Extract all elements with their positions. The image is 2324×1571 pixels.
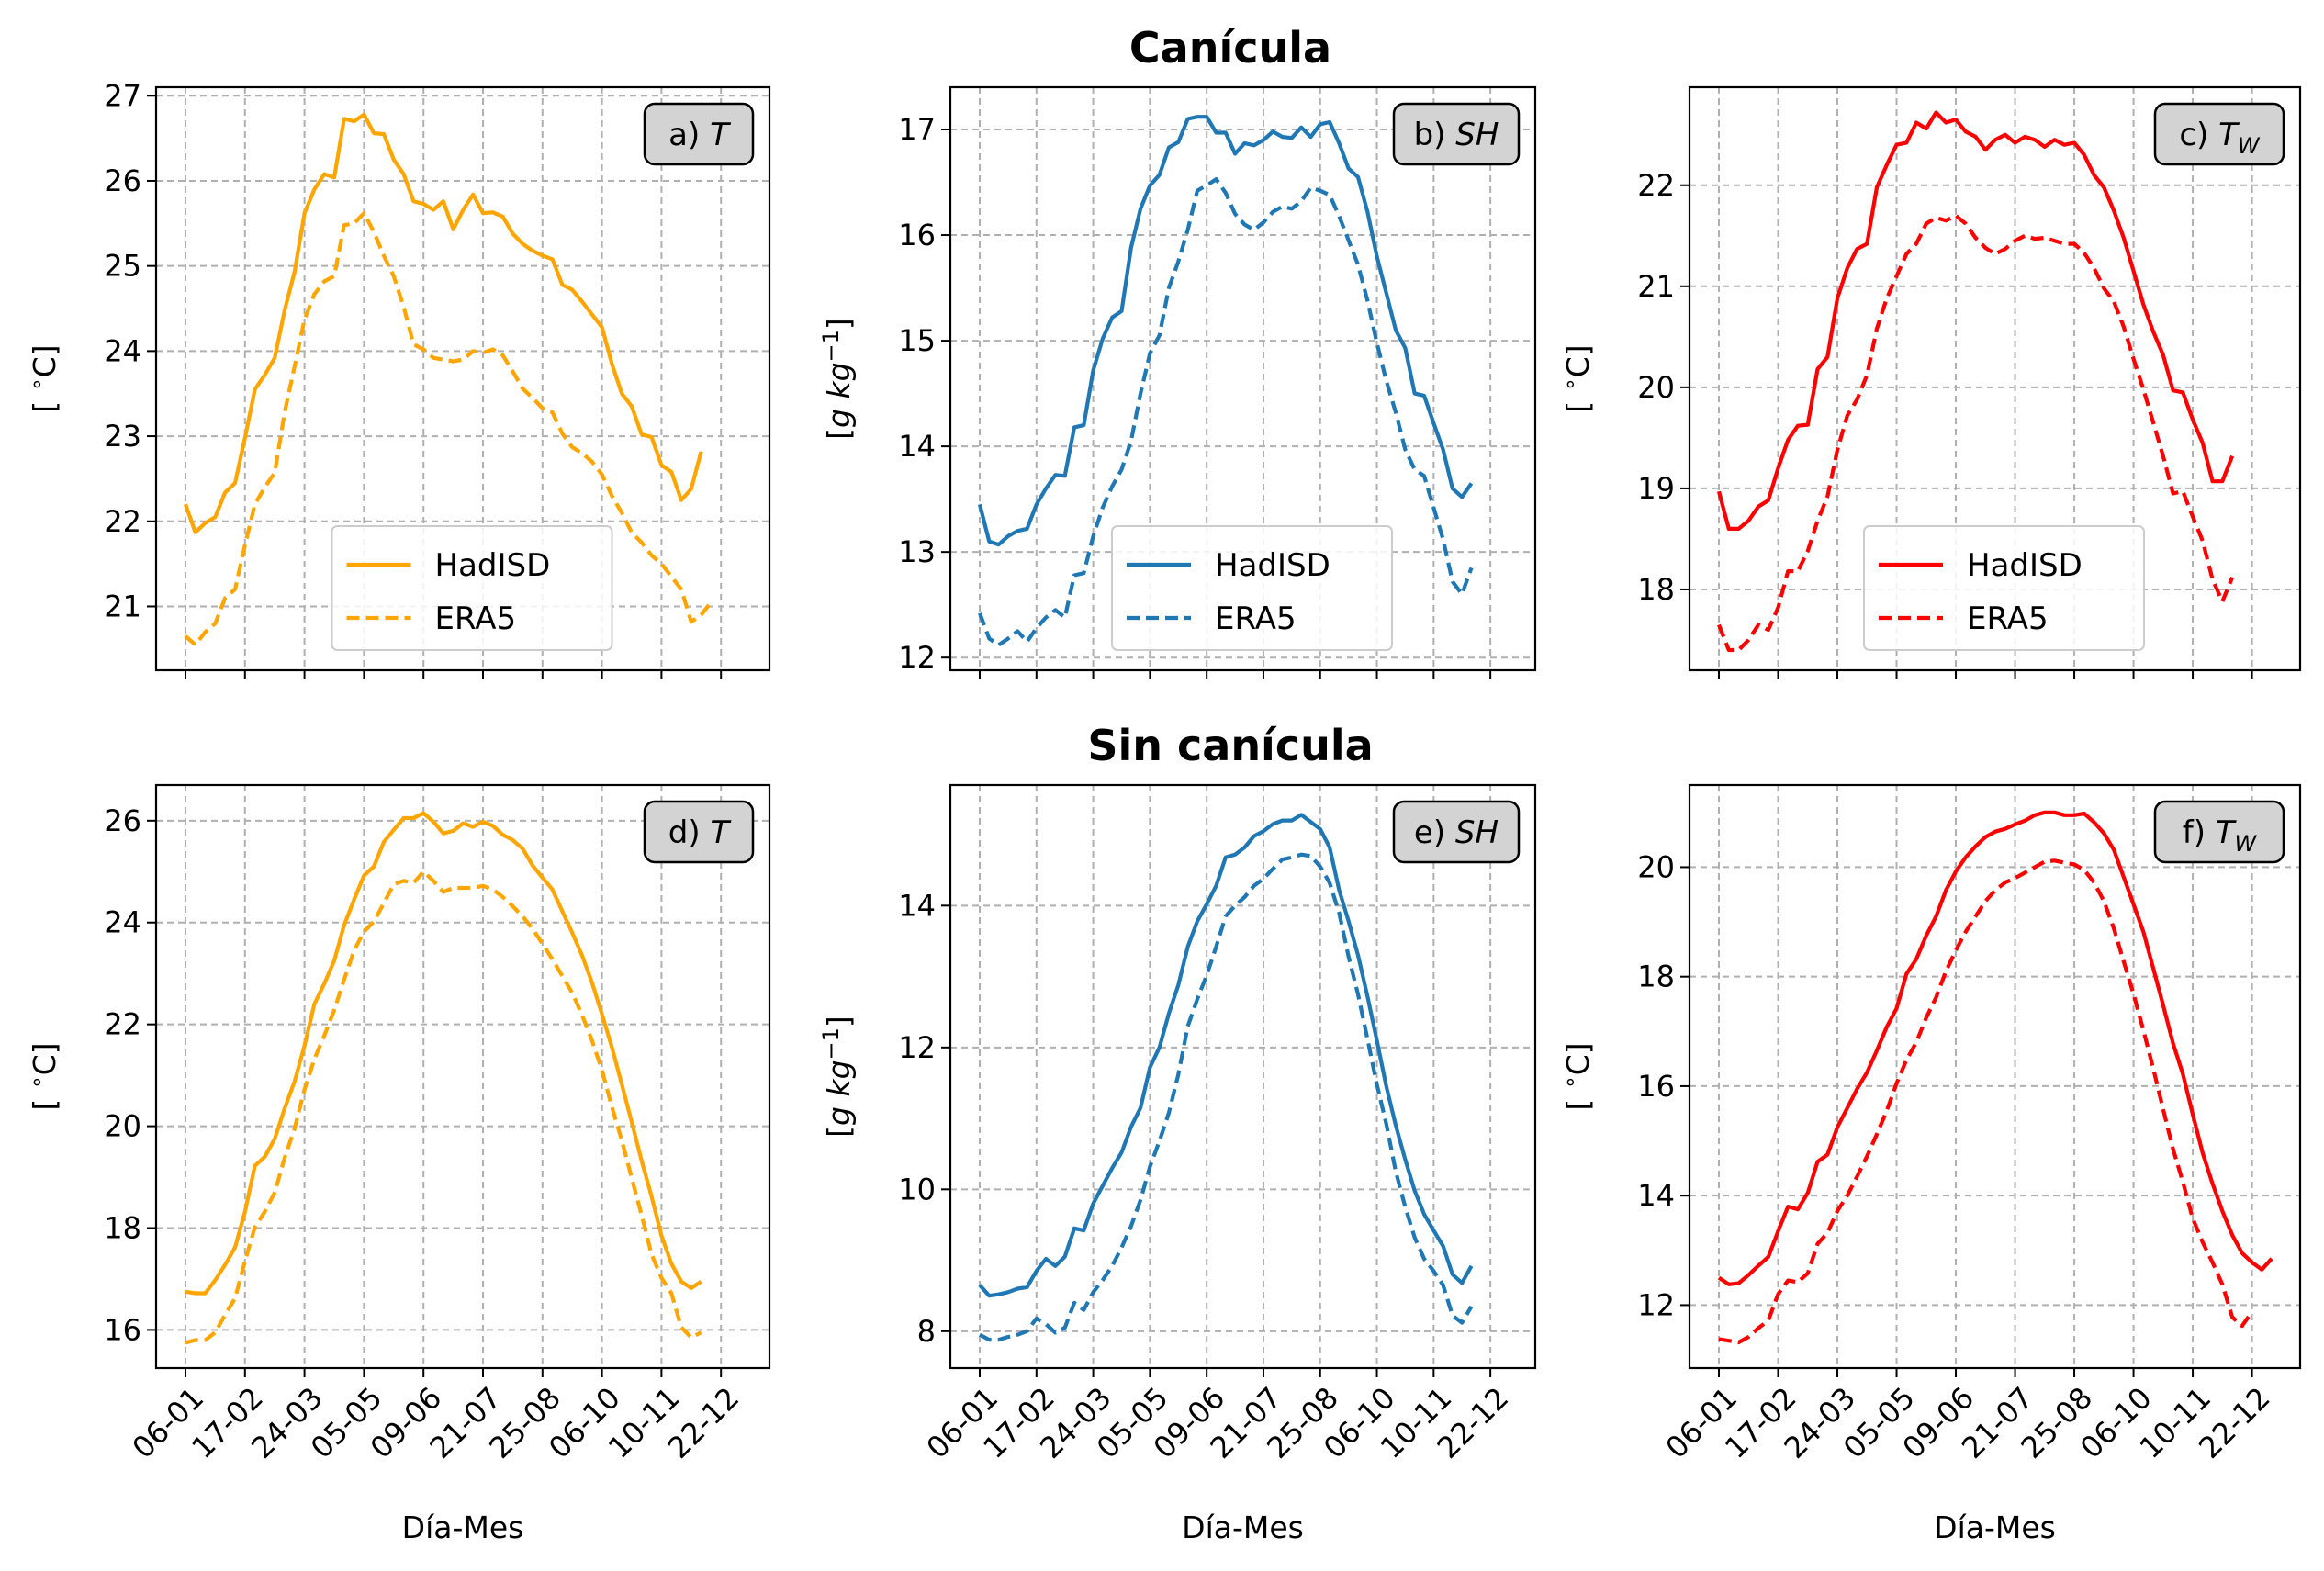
- row-title-bottom: Sin canícula: [1087, 721, 1373, 770]
- y-tick-label: 20: [1637, 370, 1675, 405]
- y-tick-label: 23: [104, 419, 141, 454]
- y-tick-label: 16: [898, 218, 936, 252]
- x-axis-label: Día-Mes: [1934, 1509, 2056, 1545]
- series-hadisd-a: [184, 112, 703, 534]
- y-tick-label: 22: [104, 1007, 141, 1042]
- legend-box: [1111, 525, 1393, 651]
- legend-label-hadisd: HadISD: [1967, 547, 2083, 584]
- y-axis-label: [ ∘C]: [24, 1042, 62, 1110]
- legend: HadISD ERA5: [331, 525, 613, 651]
- panel-badge: [643, 102, 755, 166]
- panel-badge-label: d) T: [668, 814, 732, 851]
- panel-a: 21 22 23 24 25 26 27 [ ∘C] a) T HadISD ERA5: [24, 78, 771, 679]
- axes-frame: [1688, 85, 2302, 672]
- y-tick-label: 21: [104, 589, 141, 623]
- x-axis-label: Día-Mes: [1182, 1509, 1304, 1545]
- series-era5-c: [1717, 213, 2235, 653]
- y-axis-label: [ ∘C]: [1557, 1042, 1596, 1110]
- y-tick-label: 21: [1637, 269, 1675, 304]
- axes-frame: [154, 85, 771, 672]
- y-tick-label: 13: [898, 534, 936, 569]
- y-tick-label: 18: [104, 1210, 141, 1245]
- y-tick-label: 22: [104, 504, 141, 539]
- legend-box: [331, 525, 613, 651]
- y-tick-label: 24: [104, 905, 141, 940]
- panel-b: 12 13 14 15 16 17 [g kg−1] b) SH HadISD ERA5: [818, 85, 1537, 679]
- y-tick-label: 18: [1637, 959, 1675, 994]
- panel-badge-label: c) TW: [2179, 117, 2261, 159]
- y-axis-label: [ ∘C]: [1557, 344, 1596, 412]
- panel-badge-label: e) SH: [1414, 814, 1499, 851]
- y-axis-label: [ ∘C]: [24, 344, 62, 412]
- y-tick-label: 12: [898, 640, 936, 675]
- series-era5-f: [1718, 858, 2254, 1345]
- y-tick-label: 14: [898, 888, 936, 923]
- series-era5-a: [184, 211, 713, 647]
- y-tick-label: 8: [917, 1314, 936, 1349]
- panel-badge-label: b) SH: [1414, 117, 1499, 153]
- axes-frame: [949, 85, 1537, 672]
- row-title-top: Canícula: [1129, 23, 1331, 73]
- y-tick-label: 15: [898, 323, 936, 358]
- series-hadisd-d: [185, 811, 702, 1296]
- legend-box: [1863, 525, 2145, 651]
- y-tick-label: 14: [898, 429, 936, 464]
- series-era5-b: [978, 177, 1474, 647]
- y-tick-label: 27: [104, 78, 141, 113]
- panel-badge: [1392, 102, 1521, 166]
- panel-badge-label: f) TW: [2183, 814, 2258, 857]
- legend-label-hadisd: HadISD: [1215, 547, 1330, 584]
- y-tick-label: 12: [1637, 1287, 1675, 1322]
- y-tick-label: 20: [1637, 849, 1675, 884]
- y-tick-label: 12: [898, 1030, 936, 1065]
- y-tick-label: 26: [104, 163, 141, 198]
- y-tick-label: 19: [1637, 471, 1675, 506]
- series-hadisd-f: [1717, 810, 2273, 1286]
- legend-label-era5: ERA5: [435, 600, 517, 637]
- y-axis-label: [g kg−1]: [818, 1016, 857, 1138]
- panel-badge: [2153, 102, 2285, 166]
- panel-badge: [2153, 800, 2285, 864]
- y-tick-label: 17: [898, 112, 936, 147]
- y-tick-label: 26: [104, 803, 141, 838]
- panel-badge: [1392, 800, 1521, 864]
- y-tick-label: 20: [104, 1109, 141, 1144]
- series-hadisd-e: [978, 813, 1474, 1298]
- axes-frame: [949, 783, 1537, 1370]
- legend: HadISD ERA5: [1863, 525, 2145, 651]
- y-tick-label: 22: [1637, 168, 1675, 203]
- series-hadisd-b: [977, 115, 1474, 547]
- y-axis-label: [g kg−1]: [818, 318, 857, 440]
- panel-c: 18 19 20 21 22 [ ∘C] c) TW HadISD ERA5: [1557, 85, 2302, 679]
- y-tick-label: 25: [104, 249, 141, 284]
- series-era5-d: [185, 870, 702, 1345]
- panel-badge: [643, 800, 755, 864]
- y-tick-label: 24: [104, 333, 141, 368]
- legend: HadISD ERA5: [1111, 525, 1393, 651]
- y-tick-label: 16: [104, 1312, 141, 1347]
- legend-label-hadisd: HadISD: [435, 547, 551, 584]
- series-hadisd-c: [1716, 110, 2235, 532]
- x-axis-label: Día-Mes: [402, 1509, 524, 1545]
- y-tick-label: 10: [898, 1172, 936, 1206]
- y-tick-label: 16: [1637, 1069, 1675, 1104]
- axes-frame: [154, 783, 771, 1370]
- panel-badge-label: a) T: [668, 117, 731, 153]
- y-tick-label: 18: [1637, 572, 1675, 607]
- axes-frame: [1688, 783, 2302, 1370]
- legend-label-era5: ERA5: [1215, 600, 1297, 637]
- y-tick-label: 14: [1637, 1178, 1675, 1213]
- legend-label-era5: ERA5: [1967, 600, 2049, 637]
- series-era5-e: [979, 852, 1474, 1342]
